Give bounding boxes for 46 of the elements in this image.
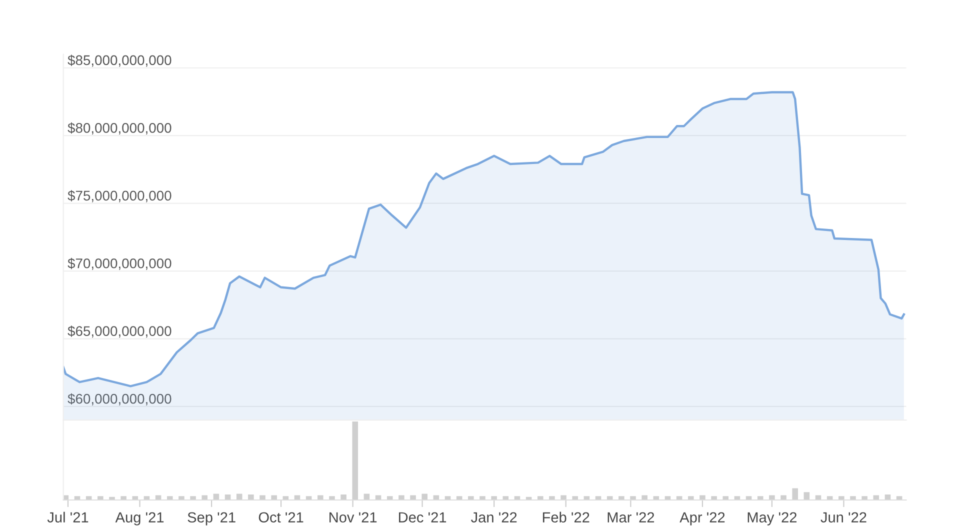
bar	[537, 496, 544, 500]
bar	[549, 496, 555, 500]
y-tick-label: $85,000,000,000	[68, 54, 172, 67]
x-tick-label: Jan '22	[471, 512, 517, 523]
x-tick-label: Jun '22	[820, 512, 866, 523]
x-tick-label: Feb '22	[542, 512, 590, 523]
y-tick-label: $75,000,000,000	[68, 190, 172, 202]
x-tick-label: Jul '21	[47, 512, 88, 523]
x-tick-label: Dec '21	[398, 512, 446, 523]
bar	[862, 496, 868, 500]
y-tick-label: $70,000,000,000	[68, 258, 172, 270]
bar	[480, 496, 486, 500]
y-tick-label: $65,000,000,000	[68, 326, 172, 338]
bar	[850, 496, 856, 500]
bar	[364, 494, 370, 500]
x-tick-label: Oct '21	[258, 512, 304, 523]
x-tick-label: Aug '21	[115, 512, 164, 526]
bar	[688, 496, 694, 500]
x-tick-label: Mar '22	[608, 512, 654, 523]
bar	[98, 496, 104, 500]
y-tick-label: $80,000,000,000	[68, 122, 172, 134]
bar	[178, 496, 184, 500]
x-tick-label: Nov '21	[330, 512, 377, 523]
y-tick-label: $60,000,000,000	[68, 393, 172, 406]
bar	[236, 494, 242, 500]
bar	[468, 496, 474, 500]
bar	[618, 496, 624, 500]
x-tick-label: May '22	[748, 512, 797, 526]
bar	[213, 494, 220, 500]
bar	[792, 488, 798, 500]
bar	[340, 494, 346, 500]
bar	[132, 496, 138, 500]
bar	[502, 496, 509, 500]
x-tick-label: Sep '21	[188, 512, 236, 526]
bar	[572, 496, 578, 500]
bar	[722, 496, 729, 500]
bar	[166, 496, 173, 500]
bar	[757, 496, 764, 500]
bar	[120, 496, 126, 500]
bar	[329, 496, 335, 500]
x-tick-label: Apr '22	[680, 512, 725, 526]
bar	[711, 496, 717, 500]
bar	[190, 496, 196, 500]
bar	[248, 494, 254, 500]
bar	[804, 492, 810, 500]
bar	[386, 496, 393, 500]
